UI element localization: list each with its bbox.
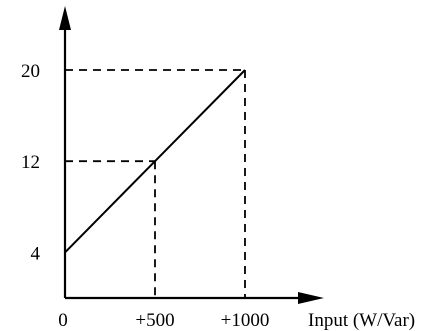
y-axis-arrowhead [59, 6, 71, 30]
x-axis-arrowhead [298, 292, 324, 304]
series-line [64, 69, 246, 254]
guide-lines [65, 69, 246, 298]
y-tick-label: 4 [31, 243, 41, 264]
x-tick-label: +500 [135, 310, 174, 331]
x-axis-label: Input (W/Var) [308, 310, 415, 331]
axes [59, 6, 324, 304]
y-tick-label: 12 [21, 152, 40, 173]
y-tick-label: 20 [21, 61, 40, 82]
x-tick-label: 0 [58, 310, 68, 331]
tick-labels: 4 12 20 0 +500 +1000 [21, 61, 269, 331]
series-lines [64, 69, 246, 254]
x-tick-label: +1000 [221, 310, 270, 331]
